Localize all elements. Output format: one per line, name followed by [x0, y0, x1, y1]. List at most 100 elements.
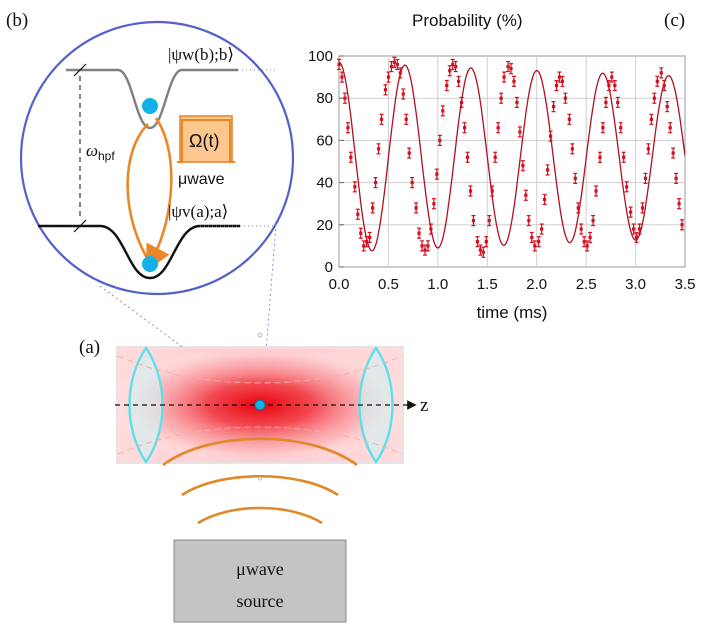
data-point: [680, 219, 685, 231]
data-point: [523, 189, 528, 201]
plot-frame: [338, 55, 686, 268]
rabi-chart: Probability (%) 0 20 40 60 80 100 0.0 0.5 1.0 1.…: [308, 11, 695, 322]
data-point: [677, 198, 682, 210]
data-point: [600, 122, 605, 134]
data-point: [597, 151, 602, 163]
data-point: [554, 79, 559, 92]
data-point: [511, 75, 516, 87]
data-point: [655, 75, 660, 87]
microwave-source-box: [173, 539, 347, 623]
data-point: [465, 151, 470, 163]
data-point: [373, 177, 378, 189]
trap-setup: z μwave source: [110, 332, 428, 623]
data-point: [401, 88, 406, 100]
data-point: [576, 202, 581, 214]
x-tick-label: 2.0: [526, 276, 547, 293]
y-tick-label: 100: [308, 48, 333, 65]
transition-arrow-down: [145, 117, 173, 272]
x-tick-label: 3.5: [675, 276, 696, 293]
data-point: [395, 58, 400, 71]
wavefront-2: [181, 474, 339, 497]
energy-level-inset: ω hpf Ω(t) μwave |ψw(b);b⟩ |ψv(a);a⟩: [19, 20, 295, 404]
data-point: [539, 223, 544, 235]
data-point: [493, 151, 498, 163]
data-point: [665, 101, 670, 113]
data-point: [414, 202, 419, 214]
data-point: [646, 143, 651, 155]
upper-state-label: |ψw(b);b⟩: [168, 45, 234, 64]
data-point: [671, 147, 676, 159]
data-point: [361, 240, 366, 252]
data-point: [459, 96, 464, 109]
data-point: [383, 84, 388, 96]
data-point: [389, 60, 394, 73]
lower-state-label: |ψv(a);a⟩: [168, 202, 228, 221]
x-axis-label: time (ms): [477, 303, 548, 322]
y-tick-labels: 0 20 40 60 80 100: [308, 48, 333, 276]
hpf-symbol: ω: [86, 141, 98, 160]
data-point: [582, 236, 587, 248]
source-label-line1: μwave: [236, 559, 284, 579]
z-axis-label: z: [420, 395, 428, 416]
data-point: [370, 202, 375, 214]
data-point: [444, 79, 449, 92]
pulse-label: Ω(t): [189, 131, 219, 151]
beam-outline-bottom: [117, 426, 403, 455]
data-point: [496, 122, 501, 134]
atom-upper: [142, 98, 158, 114]
data-point: [345, 122, 350, 134]
data-point: [649, 113, 654, 125]
data-point: [585, 240, 590, 252]
data-point: [339, 71, 344, 83]
marker-dot-top: [257, 332, 263, 338]
data-point: [367, 231, 372, 244]
x-tick-label: 3.0: [625, 276, 646, 293]
data-point: [612, 79, 617, 92]
hpf-tick-bottom: [73, 219, 87, 233]
data-point: [640, 202, 645, 214]
data-point: [404, 113, 409, 125]
upper-potential-curve: [66, 68, 238, 130]
data-point: [628, 206, 633, 218]
data-point: [484, 236, 489, 248]
data-point: [462, 122, 467, 134]
data-point: [668, 122, 673, 134]
beam-outline-top: [117, 355, 403, 384]
source-label-line2: source: [237, 591, 284, 611]
data-point: [502, 71, 507, 83]
data-point: [434, 168, 439, 180]
y-tick-label: 80: [316, 90, 333, 107]
data-point: [423, 244, 428, 256]
data-point: [579, 223, 584, 235]
data-point: [551, 101, 556, 113]
data-point: [506, 60, 511, 73]
data-point: [557, 71, 562, 83]
pulse-shape: [177, 119, 235, 163]
data-point: [348, 151, 353, 163]
data-point: [615, 96, 620, 109]
fit-curve: [339, 61, 685, 252]
data-point: [548, 130, 553, 142]
data-point: [410, 177, 415, 189]
data-point: [536, 236, 541, 248]
data-point: [355, 208, 360, 220]
data-point: [662, 79, 667, 92]
data-point: [471, 214, 476, 227]
data-point: [490, 185, 495, 197]
data-point: [567, 113, 572, 125]
data-point: [420, 240, 425, 252]
atom-lower: [142, 256, 158, 272]
data-point: [609, 71, 614, 83]
data-point: [428, 223, 433, 235]
data-point: [532, 240, 537, 252]
data-point: [337, 58, 341, 71]
data-point: [509, 63, 514, 75]
panel-label-b: (b): [6, 10, 28, 31]
data-point: [468, 185, 473, 197]
data-point: [621, 151, 626, 163]
data-point: [573, 172, 578, 184]
lower-potential-curve: [38, 224, 240, 280]
data-point: [637, 223, 642, 235]
data-point: [431, 198, 436, 210]
